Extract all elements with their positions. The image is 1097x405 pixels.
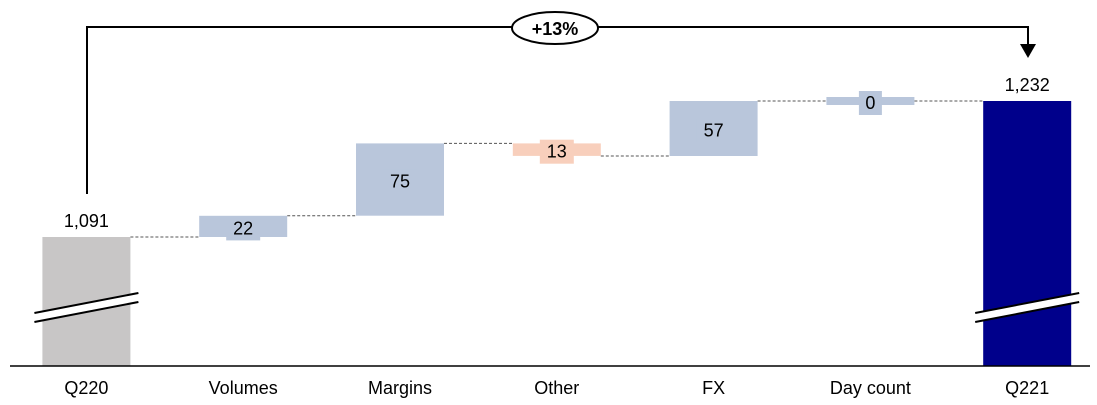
value-label-bg-volumes xyxy=(226,216,261,241)
value-label-volumes: 22 xyxy=(233,218,253,238)
axis-break-line-q221 xyxy=(975,301,1080,323)
category-label-day-count: Day count xyxy=(830,378,911,398)
value-label-day-count: 0 xyxy=(865,93,875,113)
value-label-other: 13 xyxy=(547,142,567,162)
value-label-margins: 75 xyxy=(390,172,410,192)
growth-label: +13% xyxy=(532,19,579,39)
category-label-q220: Q220 xyxy=(64,378,108,398)
value-label-bg-day-count xyxy=(858,91,882,115)
connector-lines xyxy=(130,100,984,238)
bars xyxy=(42,97,1072,366)
value-label-bg-margins xyxy=(383,169,417,194)
growth-bracket xyxy=(86,26,1029,194)
value-label-q221: 1,232 xyxy=(1005,75,1050,95)
growth-arrowhead xyxy=(1020,44,1036,58)
growth-annotation: +13% xyxy=(86,11,1036,194)
category-label-margins: Margins xyxy=(368,378,432,398)
axis-break-line-q220 xyxy=(34,301,139,323)
axis-break-line-q220 xyxy=(34,292,139,314)
category-label-fx: FX xyxy=(702,378,725,398)
axis-break-marks xyxy=(34,292,1080,323)
value-labels: 1,091 22 75 13 57 0 1,232 xyxy=(64,75,1050,241)
category-label-other: Other xyxy=(534,378,579,398)
axis-break-gap-q221 xyxy=(975,293,1080,322)
value-label-bg-fx xyxy=(696,118,731,143)
axis-break-gap-q220 xyxy=(34,293,139,322)
axis-break-line-q221 xyxy=(975,292,1080,314)
growth-badge xyxy=(511,11,599,45)
category-labels: Q220 Volumes Margins Other FX Day count Q221 xyxy=(64,378,1049,398)
bar-q221 xyxy=(983,101,1072,366)
value-label-q220: 1,091 xyxy=(64,211,109,231)
category-label-volumes: Volumes xyxy=(209,378,278,398)
value-label-bg-other xyxy=(539,139,574,164)
value-label-fx: 57 xyxy=(704,121,724,141)
category-label-q221: Q221 xyxy=(1005,378,1049,398)
